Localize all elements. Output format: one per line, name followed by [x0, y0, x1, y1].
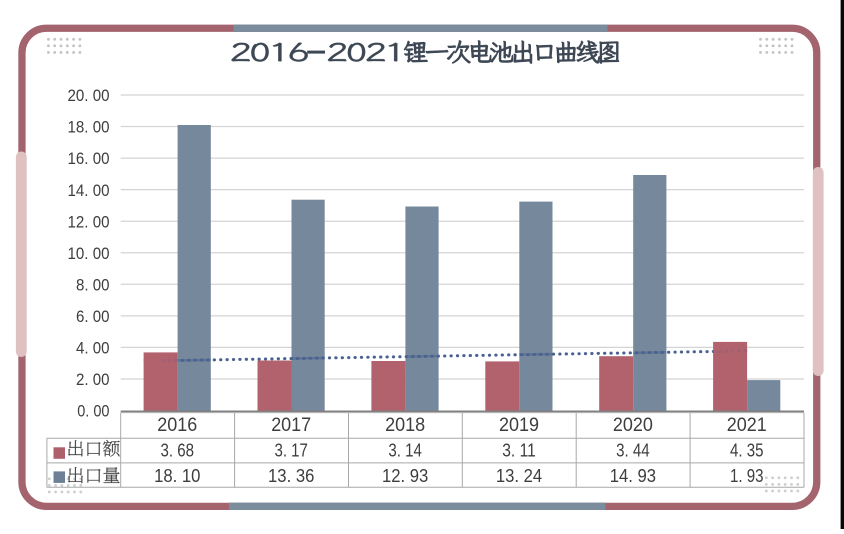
svg-text:2020: 2020 [613, 414, 653, 436]
svg-text:3. 14: 3. 14 [388, 441, 422, 461]
svg-text:3. 68: 3. 68 [161, 441, 195, 461]
svg-text:1. 93: 1. 93 [730, 466, 764, 486]
svg-text:3. 44: 3. 44 [616, 441, 650, 461]
svg-text:13. 36: 13. 36 [268, 466, 314, 486]
svg-text:20. 00: 20. 00 [68, 86, 110, 105]
svg-text:12. 00: 12. 00 [68, 212, 110, 231]
svg-text:2. 00: 2. 00 [76, 370, 110, 389]
svg-text:13. 24: 13. 24 [496, 466, 542, 486]
svg-text:18. 10: 18. 10 [154, 466, 200, 486]
svg-text:6. 00: 6. 00 [76, 307, 110, 326]
svg-text:2016: 2016 [157, 414, 197, 436]
svg-text:18. 00: 18. 00 [68, 118, 110, 137]
svg-text:3. 17: 3. 17 [274, 441, 308, 461]
svg-text:12. 93: 12. 93 [382, 466, 428, 486]
svg-text:16. 00: 16. 00 [68, 149, 110, 168]
svg-text:4. 00: 4. 00 [76, 339, 110, 358]
svg-text:3. 11: 3. 11 [502, 441, 536, 461]
svg-text:2018: 2018 [385, 414, 425, 436]
svg-text:0. 00: 0. 00 [77, 402, 109, 421]
svg-text:14. 93: 14. 93 [610, 466, 656, 486]
svg-text:2017: 2017 [271, 414, 311, 436]
svg-text:2021: 2021 [727, 414, 767, 436]
svg-text:10. 00: 10. 00 [68, 244, 110, 263]
svg-text:14. 00: 14. 00 [68, 181, 110, 200]
svg-text:4. 35: 4. 35 [730, 441, 764, 461]
svg-text:2019: 2019 [499, 414, 539, 436]
svg-text:8. 00: 8. 00 [76, 275, 110, 294]
